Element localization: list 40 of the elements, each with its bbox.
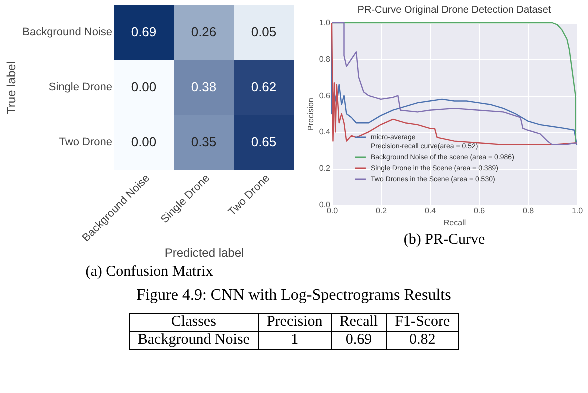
text: (b) PR-Curve [402, 232, 486, 249]
data-label: 0.26 [191, 24, 217, 40]
y-tick-label: Two Drone [59, 136, 112, 148]
y-tick-label: 0.8 [319, 54, 332, 64]
x-tick-label: 0.2 [376, 206, 388, 216]
text: Precision [258, 314, 332, 332]
data-label: 0.00 [131, 134, 157, 150]
text: (a) Confusion Matrix [84, 264, 214, 281]
data-label: 0.69 [131, 24, 157, 40]
y-tick-label: 0.4 [319, 128, 332, 137]
text: Classes [129, 314, 258, 332]
chart-title: PR-Curve Original Drone Detection Dataset [358, 5, 552, 16]
text: 0.69 [331, 332, 387, 350]
x-tick-label: 0.8 [522, 206, 535, 216]
data-label: 0.65 [251, 134, 277, 150]
y-tick-label: Background Noise [22, 26, 112, 38]
text: F1-Score [386, 314, 459, 332]
x-tick-label: 0.4 [424, 206, 437, 216]
x-tick-label: 0.6 [474, 206, 486, 216]
y-axis-title: True label [4, 62, 19, 114]
x-axis-title: Recall [444, 218, 466, 228]
y-tick-label: 0.6 [319, 91, 332, 100]
data-label: 0.05 [251, 24, 277, 40]
data-label: 0.38 [191, 80, 217, 94]
y-axis-title: Precision [306, 98, 316, 131]
x-axis-title: Predicted label [164, 246, 244, 260]
y-tick-label: 1.0 [319, 18, 332, 28]
text: Figure 4.9: CNN with Log-Spectrograms Results [136, 287, 452, 305]
y-tick-label: 0.2 [319, 164, 332, 174]
data-label: 0.00 [131, 80, 157, 94]
x-tick-label: 1.0 [572, 206, 584, 216]
text: 0.82 [386, 332, 459, 350]
text: Recall [331, 314, 387, 332]
y-tick-label: 0.0 [319, 200, 332, 210]
x-tick-label: 0.0 [326, 206, 339, 216]
text: Background Noise [129, 332, 258, 350]
y-tick-label: Single Drone [48, 82, 112, 94]
data-label: 0.62 [251, 80, 277, 94]
text: 1 [258, 332, 332, 350]
data-label: 0.35 [191, 134, 217, 150]
